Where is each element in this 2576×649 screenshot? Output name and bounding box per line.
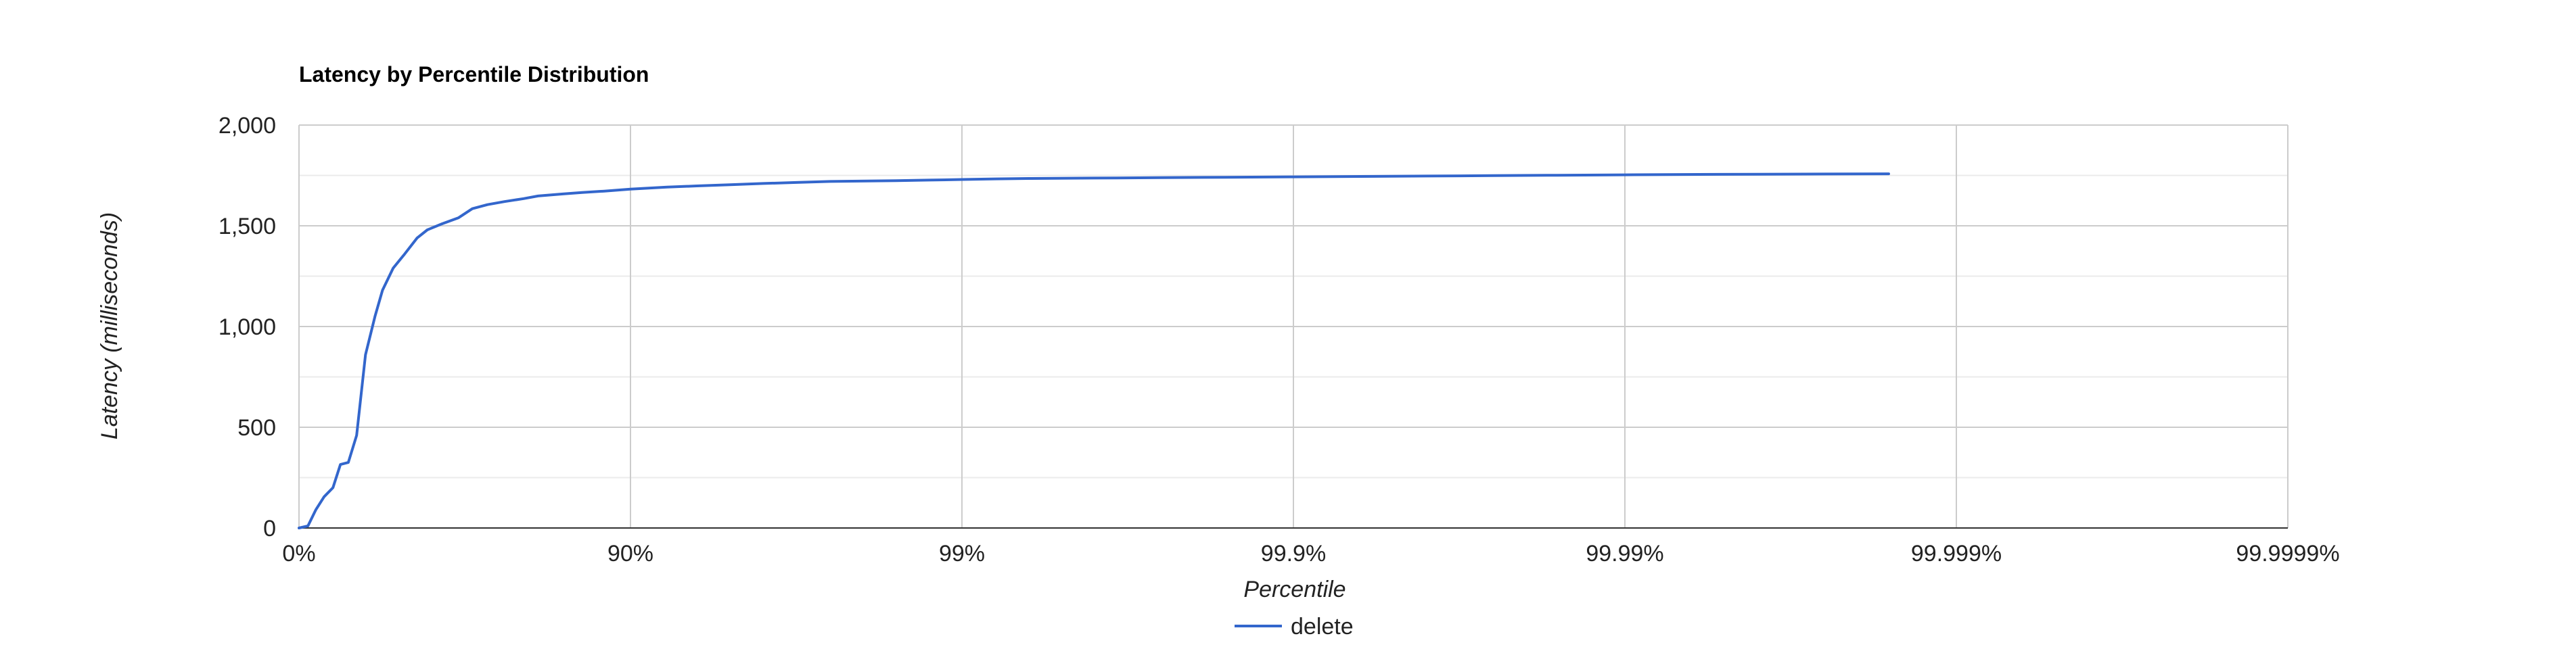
y-axis-label: Latency (milliseconds): [97, 212, 122, 439]
y-tick-label: 1,500: [218, 214, 276, 239]
chart-title: Latency by Percentile Distribution: [299, 62, 649, 87]
grid-lines: [298, 124, 2288, 529]
x-tick-label: 99.9999%: [2236, 541, 2339, 567]
y-tick-label: 500: [237, 415, 276, 441]
x-tick-label: 99%: [939, 541, 985, 567]
x-tick-label: 99.999%: [1911, 541, 2002, 567]
series-line-delete: [298, 172, 1890, 529]
x-tick-label: 0%: [282, 541, 315, 567]
y-tick-label: 1,000: [218, 314, 276, 340]
x-tick-label: 99.9%: [1261, 541, 1326, 567]
y-tick-label: 0: [263, 516, 276, 542]
legend-label-delete: delete: [1291, 614, 1354, 640]
y-tick-label: 2,000: [218, 113, 276, 139]
x-axis-ticks: 0% 90% 99% 99.9% 99.99% 99.999% 99.9999%: [282, 541, 2339, 567]
series-layer: [298, 172, 1890, 529]
x-tick-label: 90%: [607, 541, 653, 567]
x-tick-label: 99.99%: [1586, 541, 1663, 567]
y-axis-ticks: 0 500 1,000 1,500 2,000: [218, 113, 276, 542]
x-axis-label: Percentile: [1243, 577, 1346, 602]
legend[interactable]: delete: [1235, 614, 1354, 640]
